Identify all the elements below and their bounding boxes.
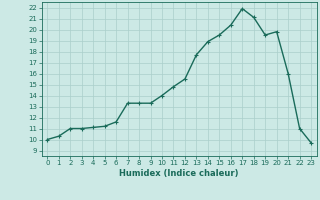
X-axis label: Humidex (Indice chaleur): Humidex (Indice chaleur) <box>119 169 239 178</box>
